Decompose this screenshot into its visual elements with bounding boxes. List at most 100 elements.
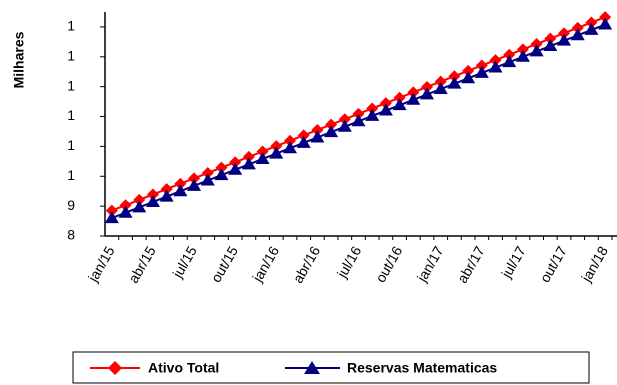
y-tick-label: 8: [67, 227, 75, 243]
x-tick-label: jul/17: [498, 243, 529, 281]
legend-marker: [304, 361, 320, 374]
point: [599, 11, 612, 24]
point: [173, 184, 188, 197]
point: [132, 200, 147, 213]
point: [461, 71, 476, 84]
point: [297, 129, 310, 142]
y-tick-label: 1: [67, 77, 75, 93]
point: [352, 107, 365, 120]
point: [585, 16, 598, 29]
point: [105, 204, 118, 217]
y-tick-label: 1: [67, 167, 75, 183]
point: [214, 168, 229, 181]
point: [571, 21, 584, 34]
point: [160, 183, 173, 196]
point: [598, 17, 613, 30]
point: [351, 114, 366, 127]
point: [146, 188, 159, 201]
legend-label: Reservas Matematicas: [347, 360, 497, 376]
point: [159, 189, 174, 202]
legend-label: Ativo Total: [148, 360, 219, 376]
point: [104, 211, 119, 224]
point: [421, 80, 434, 93]
point: [187, 178, 202, 191]
point: [379, 97, 392, 110]
y-tick-label: 1: [67, 107, 75, 123]
point: [119, 199, 132, 212]
x-tick-label: jan/18: [578, 243, 612, 285]
point: [296, 135, 311, 148]
point: [474, 65, 489, 78]
point: [475, 59, 488, 72]
legend-marker: [108, 361, 122, 375]
point: [584, 22, 599, 35]
point: [270, 140, 283, 153]
point: [118, 205, 133, 218]
x-tick-label: jul/16: [333, 243, 364, 281]
point: [337, 119, 352, 132]
point: [201, 166, 214, 179]
point: [544, 32, 557, 45]
x-tick-label: jan/15: [84, 243, 118, 285]
point: [489, 54, 502, 67]
point: [462, 64, 475, 77]
point: [570, 28, 585, 41]
x-tick-label: abr/15: [125, 243, 159, 286]
point: [434, 75, 447, 88]
point: [145, 194, 160, 207]
point: [311, 123, 324, 136]
point: [366, 102, 379, 115]
point: [392, 98, 407, 111]
point: [228, 162, 243, 175]
point: [282, 141, 297, 154]
point: [269, 146, 284, 159]
point: [557, 33, 572, 46]
y-tick-label: 9: [67, 197, 75, 213]
point: [283, 134, 296, 147]
y-tick-label: 1: [67, 48, 75, 64]
point: [338, 113, 351, 126]
point: [530, 37, 543, 50]
point: [256, 145, 269, 158]
y-tick-label: 1: [67, 18, 75, 34]
x-tick-label: abr/17: [454, 243, 488, 286]
x-tick-label: jan/17: [413, 243, 447, 285]
point: [515, 49, 530, 62]
x-tick-label: abr/16: [289, 243, 323, 286]
point: [488, 60, 503, 73]
point: [188, 172, 201, 185]
point: [502, 55, 517, 68]
point: [543, 39, 558, 52]
point: [229, 156, 242, 169]
x-tick-label: out/17: [537, 243, 570, 285]
point: [433, 82, 448, 95]
x-tick-label: jul/15: [169, 243, 200, 281]
point: [255, 151, 270, 164]
point: [558, 27, 571, 40]
y-tick-label: 1: [67, 137, 75, 153]
point: [529, 44, 544, 57]
point: [393, 91, 406, 104]
point: [215, 161, 228, 174]
point: [365, 108, 380, 121]
point: [406, 92, 421, 105]
x-tick-label: jan/16: [249, 243, 283, 285]
x-tick-label: out/15: [208, 243, 241, 285]
y-axis-title: Milhares: [11, 31, 27, 88]
point: [325, 118, 338, 131]
point: [133, 193, 146, 206]
point: [310, 130, 325, 143]
point: [242, 150, 255, 163]
point: [447, 76, 462, 89]
point: [420, 87, 435, 100]
point: [200, 173, 215, 186]
x-tick-label: out/16: [372, 243, 405, 285]
point: [407, 86, 420, 99]
point: [241, 157, 256, 170]
point: [378, 103, 393, 116]
point: [324, 125, 339, 138]
point: [516, 43, 529, 56]
legend: Ativo Total Reservas Matematicas: [72, 351, 590, 384]
point: [503, 48, 516, 61]
